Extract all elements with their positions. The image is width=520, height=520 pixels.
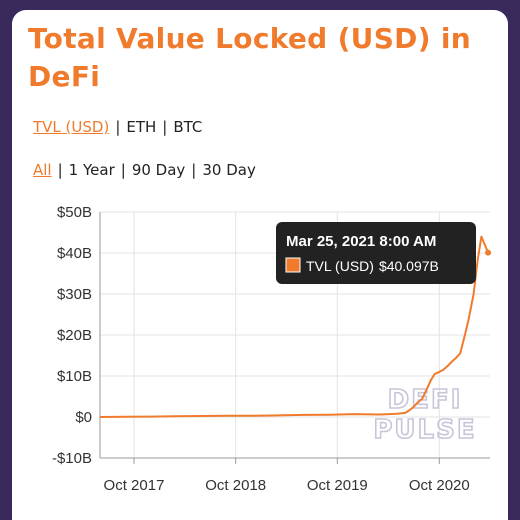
y-tick-label: $50B <box>57 204 92 221</box>
tooltip-series-name: TVL (USD) <box>306 258 374 274</box>
tooltip: Mar 25, 2021 8:00 AM TVL (USD) $40.097B <box>276 222 492 284</box>
range-toggle-group: All | 1 Year | 90 Day | 30 Day <box>33 161 256 179</box>
toggle-separator: | <box>162 118 168 136</box>
toggle-separator: | <box>120 161 126 179</box>
tooltip-background <box>276 222 476 284</box>
axes: $50B $40B $30B $20B $10B $0 -$10B Oct 2017 Oct 2… <box>52 204 490 494</box>
tooltip-series-label: TVL (USD) $40.097B <box>306 258 439 274</box>
range-30-day[interactable]: 30 Day <box>202 161 256 179</box>
x-tick-label: Oct 2020 <box>409 477 470 494</box>
range-all[interactable]: All <box>33 161 52 179</box>
tooltip-series-swatch <box>285 257 301 273</box>
toggle-eth[interactable]: ETH <box>126 118 157 136</box>
series-layer <box>99 235 490 418</box>
range-90-day[interactable]: 90 Day <box>131 161 186 179</box>
tooltip-point-marker <box>485 249 492 256</box>
series-line-tvl-usd <box>99 235 490 418</box>
y-tick-label: $30B <box>57 286 92 303</box>
y-tick-label: $20B <box>57 327 92 344</box>
y-tick-label: $0 <box>75 409 92 426</box>
watermark-text: DEFI <box>388 385 463 415</box>
toggle-separator: | <box>115 118 121 136</box>
toggle-tvl-usd[interactable]: TVL (USD) <box>33 118 110 136</box>
toggle-separator: | <box>57 161 63 179</box>
x-tick-label: Oct 2018 <box>205 477 266 494</box>
watermark-text: PULSE <box>373 415 476 445</box>
y-tick-label: $10B <box>57 368 92 385</box>
x-tick-label: Oct 2017 <box>104 477 165 494</box>
toggle-btc[interactable]: BTC <box>173 118 203 136</box>
tooltip-value: $40.097B <box>379 258 439 274</box>
page-title: Total Value Locked (USD) in DeFi <box>28 22 471 93</box>
y-tick-label: -$10B <box>52 450 92 467</box>
tooltip-date: Mar 25, 2021 8:00 AM <box>286 233 436 250</box>
y-tick-label: $40B <box>57 245 92 262</box>
toggle-separator: | <box>191 161 197 179</box>
currency-toggle-group: TVL (USD) | ETH | BTC <box>33 118 202 136</box>
range-1-year[interactable]: 1 Year <box>68 161 115 179</box>
x-tick-label: Oct 2019 <box>307 477 368 494</box>
